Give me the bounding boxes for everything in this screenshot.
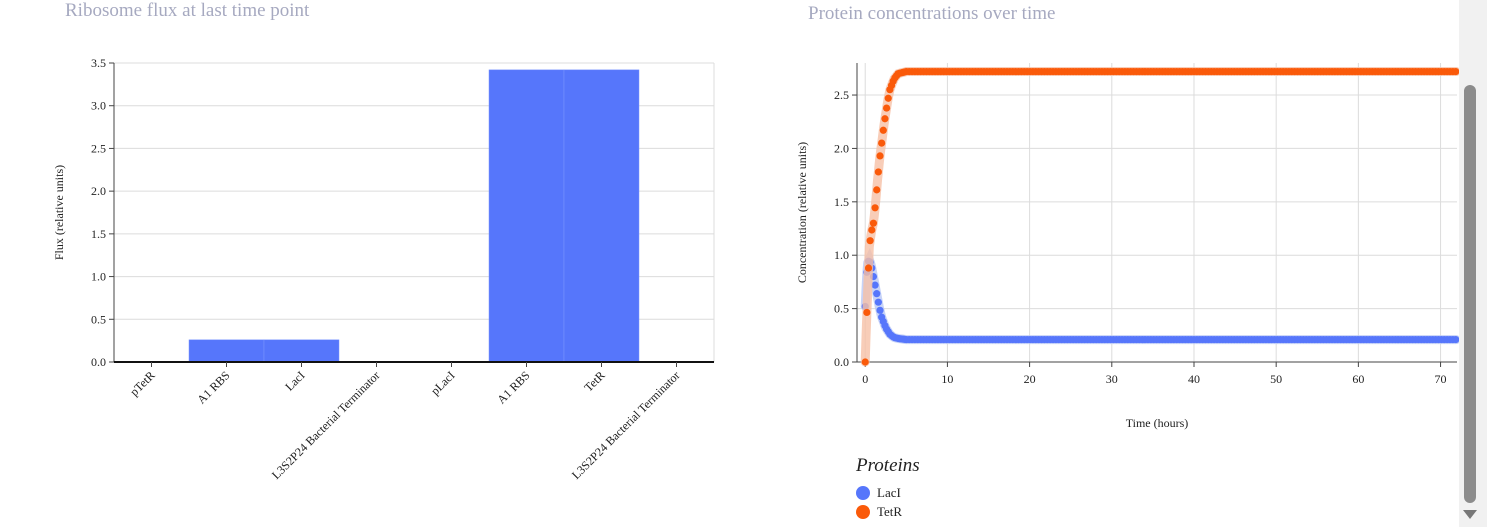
legend-item-tetr[interactable]: TetR <box>856 502 920 521</box>
proteins-legend: Proteins LacI TetR <box>856 455 920 521</box>
bar-chart-title: Ribosome flux at last time point <box>65 0 310 21</box>
bar-y-tick-label: 2.0 <box>91 184 106 198</box>
scrollbar-thumb[interactable] <box>1464 85 1476 503</box>
line-x-tick-label: 70 <box>1435 372 1447 386</box>
series-point-tetr <box>864 264 873 272</box>
page-scrollbar[interactable] <box>1459 0 1487 527</box>
series-point-tetr <box>866 237 874 245</box>
line-x-tick-label: 50 <box>1270 372 1282 386</box>
series-point-laci <box>876 306 884 314</box>
legend-label-tetr: TetR <box>877 503 903 519</box>
series-point-tetr <box>863 308 871 317</box>
series-point-tetr <box>884 94 892 102</box>
bar-y-tick-label: 0.0 <box>91 355 106 369</box>
line-chart-title: Protein concentrations over time <box>808 3 1056 24</box>
bar-y-tick-label: 3.5 <box>91 56 106 70</box>
flux-bar <box>563 69 640 363</box>
series-point-tetr <box>868 226 876 234</box>
line-y-tick-label: 1.0 <box>834 248 849 262</box>
series-point-tetr <box>879 126 887 134</box>
tetr-color-dot <box>856 504 870 519</box>
scroll-down-arrow-icon[interactable] <box>1463 510 1477 519</box>
line-y-tick-label: 0.0 <box>834 355 849 369</box>
series-point-laci <box>873 290 881 298</box>
bar-y-tick-label: 1.0 <box>91 270 106 284</box>
legend-item-laci[interactable]: LacI <box>856 483 920 502</box>
series-point-laci <box>874 298 882 306</box>
line-y-axis-label: Concentration (relative units) <box>795 142 809 283</box>
line-x-tick-label: 40 <box>1188 372 1200 386</box>
line-x-tick-label: 0 <box>862 372 868 386</box>
line-x-tick-label: 30 <box>1106 372 1118 386</box>
laci-color-dot <box>856 485 870 500</box>
line-x-tick-label: 60 <box>1352 372 1364 386</box>
line-y-tick-label: 2.5 <box>834 88 849 102</box>
line-y-tick-label: 0.5 <box>834 302 849 316</box>
series-point-tetr <box>871 204 879 212</box>
series-band-tetr <box>860 67 1461 367</box>
bar-y-tick-label: 2.5 <box>91 141 106 155</box>
legend-title: Proteins <box>856 455 920 476</box>
series-point-tetr <box>861 358 869 366</box>
bar-y-axis-label: Flux (relative units) <box>52 165 66 260</box>
line-x-tick-label: 10 <box>941 372 953 386</box>
series-point-tetr <box>1452 67 1460 76</box>
series-point-tetr <box>873 186 881 194</box>
line-y-tick-label: 2.0 <box>834 141 849 155</box>
series-point-laci <box>1452 335 1460 344</box>
series-point-tetr <box>876 152 884 160</box>
bar-y-tick-label: 0.5 <box>91 312 106 326</box>
bar-y-tick-label: 3.0 <box>91 99 106 113</box>
line-y-tick-label: 1.5 <box>834 195 849 209</box>
legend-label-laci: LacI <box>877 484 901 500</box>
series-point-tetr <box>878 139 886 147</box>
line-x-tick-label: 20 <box>1024 372 1036 386</box>
series-point-tetr <box>881 115 889 123</box>
series-band-laci <box>860 247 1461 345</box>
series-point-tetr <box>869 219 878 227</box>
series-point-tetr <box>882 104 891 112</box>
series-point-tetr <box>874 168 882 176</box>
bar-y-tick-label: 1.5 <box>91 227 106 241</box>
line-x-axis-label: Time (hours) <box>1126 416 1189 430</box>
series-point-laci <box>871 281 879 289</box>
